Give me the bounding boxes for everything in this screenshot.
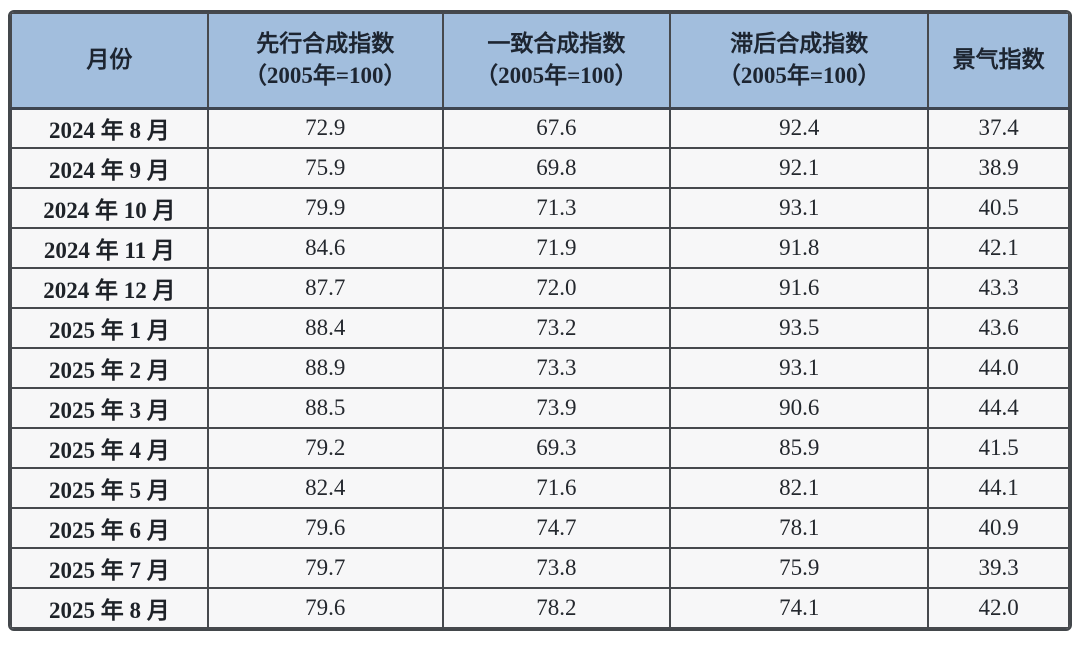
coincident-index-cell: 69.8 (441, 147, 672, 189)
coincident-index-cell: 78.2 (441, 587, 672, 629)
month-cell: 2024 年 12 月 (10, 267, 209, 309)
column-header-leading-index: 先行合成指数 （2005年=100） (206, 12, 444, 110)
table-row: 2025 年 3 月 88.5 73.9 90.6 44.4 (10, 387, 1070, 429)
lagging-index-cell: 93.5 (669, 307, 930, 349)
table-row: 2025 年 5 月 82.4 71.6 82.1 44.1 (10, 467, 1070, 509)
column-header-month: 月份 (10, 12, 209, 110)
coincident-index-cell: 71.6 (441, 467, 672, 509)
leading-index-cell: 75.9 (206, 147, 444, 189)
table-row: 2025 年 4 月 79.2 69.3 85.9 41.5 (10, 427, 1070, 469)
month-cell: 2025 年 7 月 (10, 547, 209, 589)
coincident-index-cell: 67.6 (441, 107, 672, 149)
prosperity-index-cell: 40.9 (927, 507, 1070, 549)
column-header-prosperity-index: 景气指数 (927, 12, 1070, 110)
table-row: 2025 年 2 月 88.9 73.3 93.1 44.0 (10, 347, 1070, 389)
coincident-index-cell: 72.0 (441, 267, 672, 309)
month-cell: 2025 年 4 月 (10, 427, 209, 469)
leading-index-cell: 79.6 (206, 507, 444, 549)
prosperity-index-cell: 42.1 (927, 227, 1070, 269)
month-cell: 2025 年 3 月 (10, 387, 209, 429)
header-label: 一致合成指数 (487, 31, 626, 57)
header-label: 先行合成指数 (256, 31, 395, 57)
prosperity-index-cell: 39.3 (927, 547, 1070, 589)
leading-index-cell: 84.6 (206, 227, 444, 269)
prosperity-index-cell: 43.6 (927, 307, 1070, 349)
month-cell: 2025 年 6 月 (10, 507, 209, 549)
header-sublabel: （2005年=100） (243, 63, 407, 89)
lagging-index-cell: 92.1 (669, 147, 930, 189)
lagging-index-cell: 93.1 (669, 347, 930, 389)
header-row: 月份 先行合成指数 （2005年=100） 一致合成指数 （2005年=100）… (10, 12, 1070, 110)
header-label: 滞后合成指数 (730, 31, 869, 57)
prosperity-index-cell: 38.9 (927, 147, 1070, 189)
table-row: 2024 年 11 月 84.6 71.9 91.8 42.1 (10, 227, 1070, 269)
leading-index-cell: 82.4 (206, 467, 444, 509)
prosperity-index-cell: 37.4 (927, 107, 1070, 149)
month-cell: 2024 年 11 月 (10, 227, 209, 269)
table-row: 2024 年 8 月 72.9 67.6 92.4 37.4 (10, 107, 1070, 149)
prosperity-index-cell: 44.0 (927, 347, 1070, 389)
prosperity-index-cell: 44.1 (927, 467, 1070, 509)
prosperity-index-cell: 43.3 (927, 267, 1070, 309)
leading-index-cell: 88.4 (206, 307, 444, 349)
header-label: 景气指数 (952, 47, 1045, 73)
coincident-index-cell: 71.3 (441, 187, 672, 229)
coincident-index-cell: 69.3 (441, 427, 672, 469)
lagging-index-cell: 75.9 (669, 547, 930, 589)
table-row: 2025 年 8 月 79.6 78.2 74.1 42.0 (10, 587, 1070, 629)
header-label: 月份 (86, 47, 133, 73)
index-data-table-container: 月份 先行合成指数 （2005年=100） 一致合成指数 （2005年=100）… (8, 10, 1072, 631)
prosperity-index-cell: 40.5 (927, 187, 1070, 229)
column-header-lagging-index: 滞后合成指数 （2005年=100） (669, 12, 930, 110)
lagging-index-cell: 82.1 (669, 467, 930, 509)
table-row: 2024 年 12 月 87.7 72.0 91.6 43.3 (10, 267, 1070, 309)
leading-index-cell: 79.7 (206, 547, 444, 589)
lagging-index-cell: 91.8 (669, 227, 930, 269)
table-row: 2025 年 1 月 88.4 73.2 93.5 43.6 (10, 307, 1070, 349)
table-row: 2025 年 7 月 79.7 73.8 75.9 39.3 (10, 547, 1070, 589)
month-cell: 2024 年 9 月 (10, 147, 209, 189)
table-body: 2024 年 8 月 72.9 67.6 92.4 37.4 2024 年 9 … (10, 107, 1070, 629)
month-cell: 2025 年 1 月 (10, 307, 209, 349)
leading-index-cell: 79.2 (206, 427, 444, 469)
coincident-index-cell: 73.3 (441, 347, 672, 389)
header-sublabel: （2005年=100） (475, 63, 638, 89)
leading-index-cell: 79.6 (206, 587, 444, 629)
coincident-index-cell: 71.9 (441, 227, 672, 269)
month-cell: 2024 年 10 月 (10, 187, 209, 229)
month-cell: 2025 年 2 月 (10, 347, 209, 389)
prosperity-index-cell: 44.4 (927, 387, 1070, 429)
prosperity-index-cell: 42.0 (927, 587, 1070, 629)
prosperity-index-cell: 41.5 (927, 427, 1070, 469)
column-header-coincident-index: 一致合成指数 （2005年=100） (441, 12, 672, 110)
coincident-index-cell: 73.9 (441, 387, 672, 429)
table-row: 2024 年 9 月 75.9 69.8 92.1 38.9 (10, 147, 1070, 189)
header-sublabel: （2005年=100） (717, 63, 881, 89)
lagging-index-cell: 93.1 (669, 187, 930, 229)
lagging-index-cell: 78.1 (669, 507, 930, 549)
month-cell: 2024 年 8 月 (10, 107, 209, 149)
lagging-index-cell: 92.4 (669, 107, 930, 149)
index-data-table: 月份 先行合成指数 （2005年=100） 一致合成指数 （2005年=100）… (10, 12, 1070, 629)
coincident-index-cell: 73.2 (441, 307, 672, 349)
leading-index-cell: 72.9 (206, 107, 444, 149)
table-header: 月份 先行合成指数 （2005年=100） 一致合成指数 （2005年=100）… (10, 12, 1070, 110)
table-row: 2024 年 10 月 79.9 71.3 93.1 40.5 (10, 187, 1070, 229)
leading-index-cell: 79.9 (206, 187, 444, 229)
leading-index-cell: 87.7 (206, 267, 444, 309)
coincident-index-cell: 73.8 (441, 547, 672, 589)
lagging-index-cell: 74.1 (669, 587, 930, 629)
lagging-index-cell: 91.6 (669, 267, 930, 309)
leading-index-cell: 88.9 (206, 347, 444, 389)
month-cell: 2025 年 5 月 (10, 467, 209, 509)
lagging-index-cell: 90.6 (669, 387, 930, 429)
table-row: 2025 年 6 月 79.6 74.7 78.1 40.9 (10, 507, 1070, 549)
coincident-index-cell: 74.7 (441, 507, 672, 549)
leading-index-cell: 88.5 (206, 387, 444, 429)
lagging-index-cell: 85.9 (669, 427, 930, 469)
month-cell: 2025 年 8 月 (10, 587, 209, 629)
